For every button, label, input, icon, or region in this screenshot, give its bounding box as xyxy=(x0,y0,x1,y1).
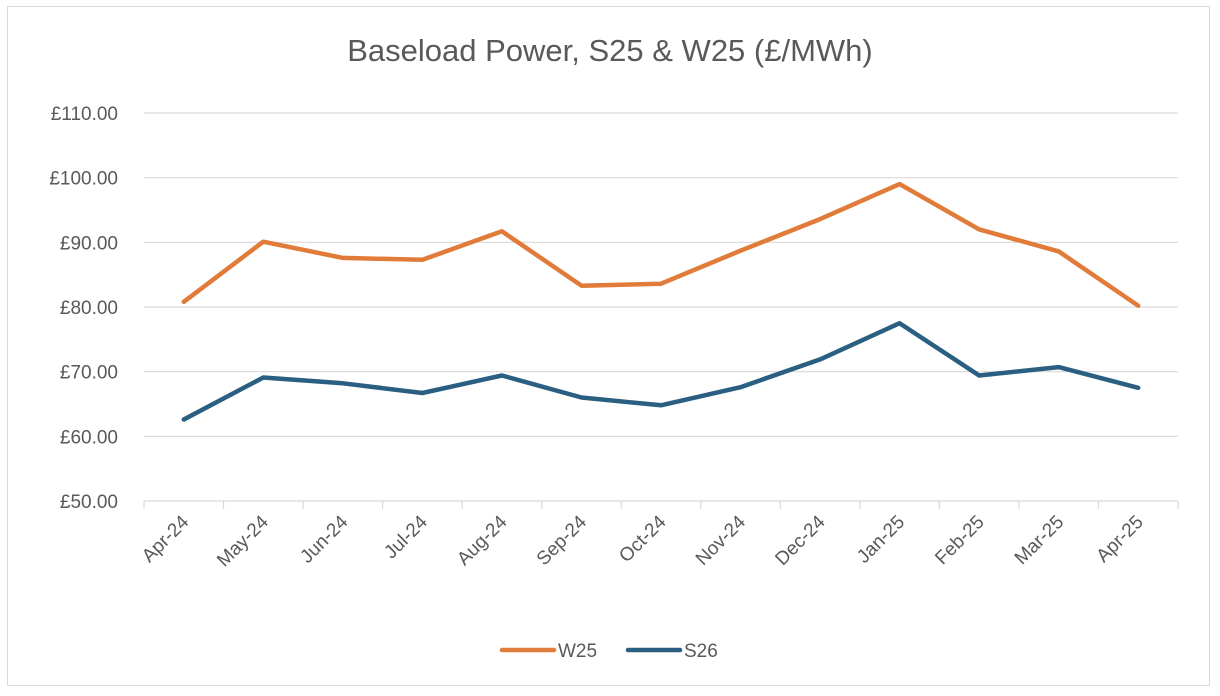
x-tick-label: Jul-24 xyxy=(380,511,432,563)
y-tick-label: £60.00 xyxy=(60,427,118,448)
series-lines xyxy=(181,181,1141,422)
x-tick-label: Mar-25 xyxy=(1011,512,1068,569)
legend-label: S26 xyxy=(684,641,718,662)
chart-title: Baseload Power, S25 & W25 (£/MWh) xyxy=(347,33,873,68)
y-tick-label: £100.00 xyxy=(49,169,118,190)
gridlines xyxy=(144,112,1178,502)
x-tick-label: Nov-24 xyxy=(692,511,750,569)
x-tick-label: Oct-24 xyxy=(615,511,670,566)
y-tick-label: £110.00 xyxy=(51,104,118,125)
y-tick-label: £50.00 xyxy=(60,492,118,513)
x-tick-label: Apr-24 xyxy=(138,511,193,566)
legend-label: W25 xyxy=(558,641,597,662)
y-tick-label: £70.00 xyxy=(60,363,118,384)
x-axis: Apr-24 May-24 Jun-24 Jul-24 Aug-24 Sep-24 Oct-… xyxy=(138,501,1179,571)
x-tick-label: Jun-24 xyxy=(296,511,352,567)
y-tick-label: £90.00 xyxy=(60,233,118,254)
x-tick-label: Feb-25 xyxy=(931,512,988,569)
x-tick-label: Dec-24 xyxy=(771,511,829,569)
chart-area: Baseload Power, S25 & W25 (£/MWh) £50.00… xyxy=(7,6,1210,686)
x-tick-label: Jan-25 xyxy=(853,512,909,568)
x-tick-label: Sep-24 xyxy=(533,511,591,569)
x-tick-label: May-24 xyxy=(213,511,273,571)
line-chart: Baseload Power, S25 & W25 (£/MWh) £50.00… xyxy=(49,33,1179,662)
y-tick-label: £80.00 xyxy=(60,298,118,319)
series-line-w25 xyxy=(181,181,1141,308)
y-axis: £50.00 £60.00 £70.00 £80.00 £90.00 £100.00 £11… xyxy=(49,104,118,513)
x-tick-label: Apr-25 xyxy=(1093,512,1148,567)
legend: W25 S26 xyxy=(499,641,718,662)
x-tick-label: Aug-24 xyxy=(453,511,511,569)
